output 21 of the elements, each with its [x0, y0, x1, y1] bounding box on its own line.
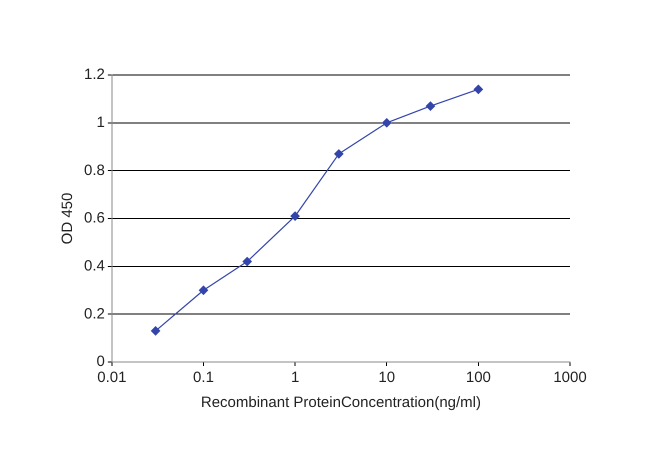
point: [242, 256, 252, 266]
x-tick-label: 1000: [553, 369, 587, 386]
x-axis-title: Recombinant ProteinConcentration(ng/ml): [200, 394, 481, 412]
y-tick-label: 1.2: [84, 66, 105, 84]
x-tick-label: 10: [378, 369, 396, 386]
x-tick-label: 0.1: [193, 369, 214, 386]
point: [382, 118, 392, 128]
point: [290, 212, 300, 221]
y-tick-label: 0.8: [84, 162, 105, 179]
y-tick-label: 1: [96, 114, 105, 131]
y-tick-label: 0.4: [84, 257, 105, 274]
point: [334, 149, 344, 159]
y-tick-label: 0.6: [84, 210, 105, 227]
x-tick-label: 1: [290, 369, 300, 386]
point: [150, 326, 160, 336]
point: [474, 84, 483, 94]
y-tick-label: 0.2: [84, 305, 105, 322]
y-tick-label: 0: [96, 353, 105, 370]
x-tick-label: 0.01: [97, 369, 126, 386]
y-axis-title: OD 450: [59, 192, 76, 244]
x-tick-label: 100: [466, 369, 491, 386]
